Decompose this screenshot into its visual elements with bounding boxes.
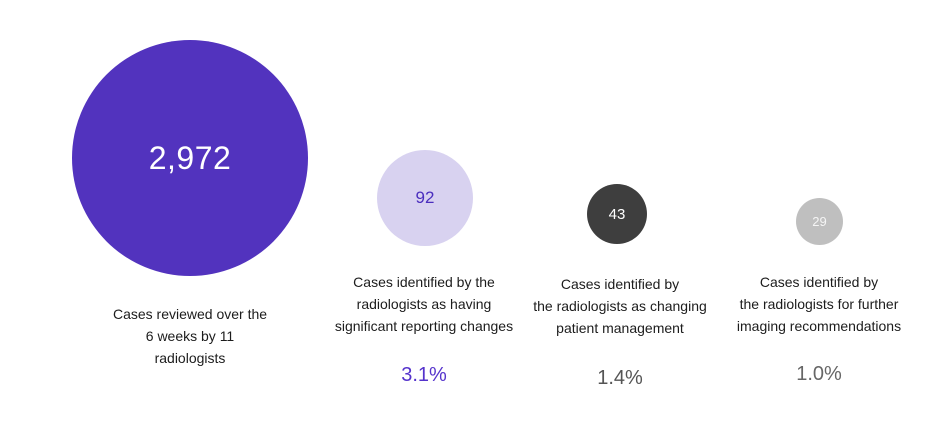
percent-patient-management: 1.4% (597, 367, 643, 389)
bubble-value-cases-reviewed: 2,972 (148, 139, 232, 176)
bubble-reporting-changes: 92 (377, 150, 473, 246)
percent-imaging-recommendations: 1.0% (796, 363, 842, 385)
bubble-value-patient-management: 43 (608, 205, 626, 223)
bubble-patient-management: 43 (587, 184, 647, 244)
caption-imaging-recommendations: Cases identified by the radiologists for… (736, 274, 902, 334)
bubble-value-reporting-changes: 92 (415, 188, 435, 207)
bubble-cases-reviewed: 2,972 (72, 40, 308, 276)
percent-reporting-changes: 3.1% (401, 364, 447, 386)
bubble-value-imaging-recommendations: 29 (812, 214, 827, 229)
caption-cases-reviewed: Cases reviewed over the 6 weeks by 11 ra… (112, 306, 268, 366)
bubble-imaging-recommendations: 29 (796, 198, 843, 245)
caption-patient-management: Cases identified by the radiologists as … (533, 276, 707, 336)
caption-reporting-changes: Cases identified by the radiologists as … (334, 274, 514, 334)
